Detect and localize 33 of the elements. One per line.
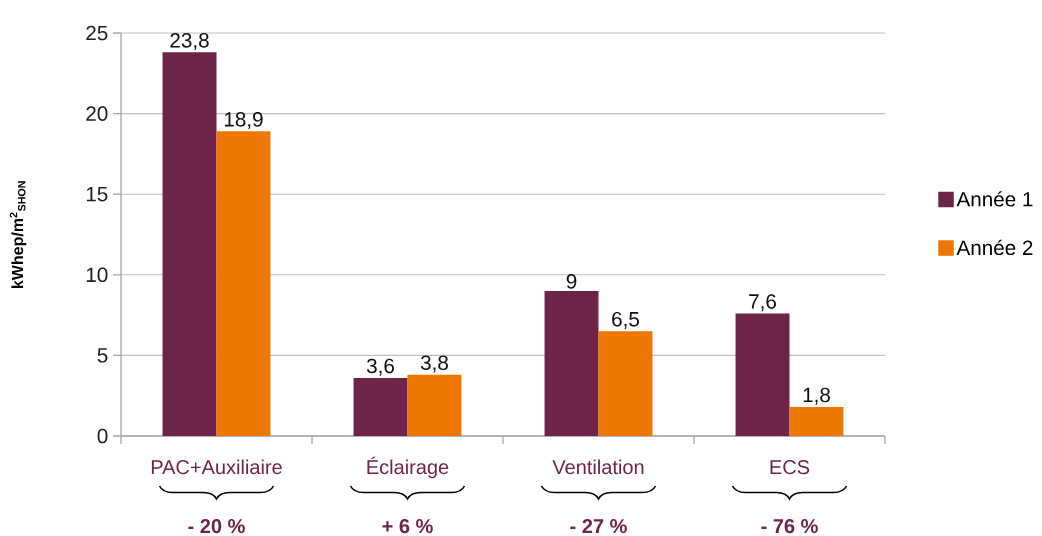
- y-tick-label: 15: [86, 186, 108, 202]
- data-label: 23,8: [170, 33, 209, 51]
- text: - 20 %: [188, 519, 245, 534]
- legend-label: Année 1: [956, 191, 1033, 207]
- bar: [407, 374, 462, 436]
- y-tick-label: 0: [97, 428, 108, 444]
- bar: [789, 406, 844, 436]
- data-label: 1,8: [803, 387, 830, 405]
- y-axis-title: kWhep/m$^{2}$SHON: [9, 181, 27, 288]
- data-label: 6,5: [612, 311, 639, 329]
- text: - 27 %: [570, 519, 627, 534]
- x-tick-label: Éclairage: [367, 456, 449, 479]
- data-label: 18,9: [224, 111, 263, 130]
- y-tick-label: 5: [97, 348, 108, 363]
- text: + 6 %: [382, 519, 433, 534]
- legend-label: Année 2: [956, 239, 1033, 256]
- data-label: 9: [566, 274, 577, 289]
- bar: [598, 331, 653, 436]
- y-tick-label: 20: [86, 106, 108, 121]
- bar: [216, 131, 271, 436]
- x-tick-label: ECS: [770, 460, 810, 475]
- data-label: 3,8: [420, 355, 448, 373]
- data-label: 3,6: [366, 358, 394, 376]
- x-tick-label: PAC+Auxiliaire: [151, 459, 282, 475]
- y-tick-label: 10: [86, 267, 108, 283]
- x-tick-label: Ventilation: [552, 459, 644, 475]
- text: - 76 %: [761, 519, 818, 534]
- bar: [544, 290, 599, 436]
- bar: [162, 52, 217, 436]
- bar: [353, 377, 408, 436]
- bar: [735, 313, 790, 436]
- data-label: 7,6: [749, 294, 776, 312]
- y-tick-label: 25: [86, 25, 108, 41]
